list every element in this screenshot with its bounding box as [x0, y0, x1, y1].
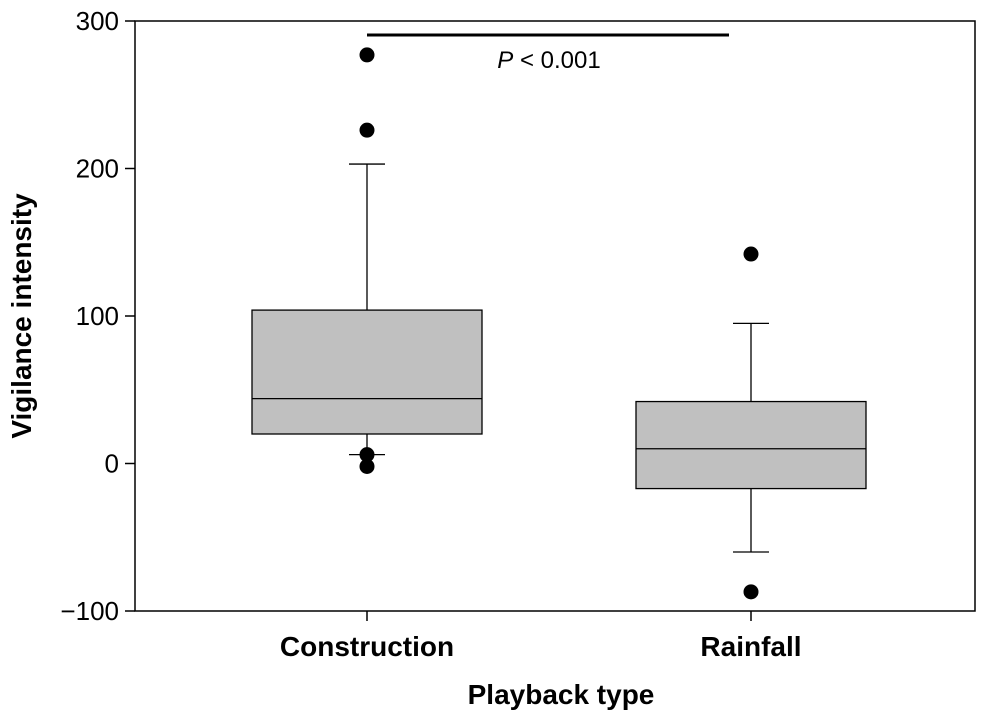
- y-tick-label: 300: [76, 6, 119, 36]
- box-group: [635, 246, 867, 600]
- y-axis: −100 0 100 200 300: [60, 6, 135, 626]
- outlier-point: [359, 122, 375, 138]
- x-tick-label: Construction: [280, 631, 454, 662]
- x-axis-title: Playback type: [468, 679, 655, 710]
- iqr-box: [635, 400, 867, 490]
- x-tick-label: Rainfall: [700, 631, 801, 662]
- y-tick-label: 200: [76, 154, 119, 184]
- box-group: [251, 47, 483, 474]
- y-tick-label: −100: [60, 596, 119, 626]
- iqr-box: [251, 309, 483, 435]
- p-value-text: < 0.001: [513, 47, 600, 74]
- x-axis: Construction Rainfall: [280, 611, 802, 662]
- outlier-point: [743, 584, 759, 600]
- outlier-point: [359, 47, 375, 63]
- boxes-layer: [251, 47, 867, 600]
- outlier-point: [359, 458, 375, 474]
- outlier-point: [743, 246, 759, 262]
- y-tick-label: 0: [105, 449, 119, 479]
- p-value-annotation: P < 0.001: [497, 47, 600, 74]
- outlier-point: [359, 447, 375, 463]
- p-symbol: P: [497, 47, 513, 74]
- y-axis-title: Vigilance intensity: [6, 193, 37, 439]
- y-tick-label: 100: [76, 301, 119, 331]
